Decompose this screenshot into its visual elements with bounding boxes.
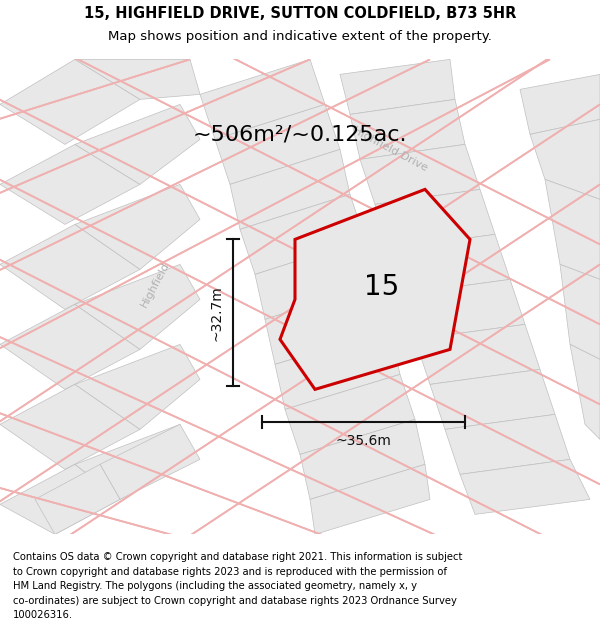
Text: 15: 15 xyxy=(364,273,399,301)
Polygon shape xyxy=(265,284,390,364)
Polygon shape xyxy=(280,189,470,389)
Polygon shape xyxy=(75,184,200,269)
Polygon shape xyxy=(0,464,120,534)
Polygon shape xyxy=(285,374,415,454)
Text: Map shows position and indicative extent of the property.: Map shows position and indicative extent… xyxy=(108,30,492,43)
Polygon shape xyxy=(75,344,200,429)
Polygon shape xyxy=(100,424,200,499)
Text: ~506m²/~0.125ac.: ~506m²/~0.125ac. xyxy=(193,124,407,144)
Polygon shape xyxy=(75,424,190,499)
Text: ~35.6m: ~35.6m xyxy=(335,434,391,448)
Polygon shape xyxy=(350,99,465,159)
Text: Highfield Drive: Highfield Drive xyxy=(351,126,429,173)
Polygon shape xyxy=(0,384,140,469)
Text: Highfield: Highfield xyxy=(139,260,171,309)
Text: 15, HIGHFIELD DRIVE, SUTTON COLDFIELD, B73 5HR: 15, HIGHFIELD DRIVE, SUTTON COLDFIELD, B… xyxy=(84,6,516,21)
Text: ~32.7m: ~32.7m xyxy=(209,285,223,341)
Polygon shape xyxy=(75,104,200,184)
Polygon shape xyxy=(385,234,510,294)
Polygon shape xyxy=(545,179,600,279)
Polygon shape xyxy=(445,414,570,474)
Polygon shape xyxy=(430,369,555,429)
Polygon shape xyxy=(275,329,400,409)
Polygon shape xyxy=(460,459,590,514)
Text: Contains OS data © Crown copyright and database right 2021. This information is : Contains OS data © Crown copyright and d… xyxy=(13,552,463,562)
Polygon shape xyxy=(360,144,480,204)
Polygon shape xyxy=(375,189,495,249)
Polygon shape xyxy=(240,194,365,274)
Polygon shape xyxy=(415,324,540,384)
Polygon shape xyxy=(340,59,455,114)
Polygon shape xyxy=(520,74,600,134)
Polygon shape xyxy=(215,104,340,184)
Polygon shape xyxy=(35,464,120,534)
Text: co-ordinates) are subject to Crown copyright and database rights 2023 Ordnance S: co-ordinates) are subject to Crown copyr… xyxy=(13,596,457,606)
Polygon shape xyxy=(75,59,200,99)
Polygon shape xyxy=(200,59,325,139)
Polygon shape xyxy=(230,149,350,229)
Text: 100026316.: 100026316. xyxy=(13,610,73,620)
Polygon shape xyxy=(300,419,425,499)
Polygon shape xyxy=(75,264,200,349)
Polygon shape xyxy=(530,119,600,199)
Polygon shape xyxy=(0,304,140,389)
Polygon shape xyxy=(0,224,140,309)
Polygon shape xyxy=(560,264,600,359)
Polygon shape xyxy=(310,464,430,534)
Polygon shape xyxy=(255,239,375,319)
Polygon shape xyxy=(570,344,600,439)
Polygon shape xyxy=(400,279,525,339)
Text: to Crown copyright and database rights 2023 and is reproduced with the permissio: to Crown copyright and database rights 2… xyxy=(13,567,447,577)
Polygon shape xyxy=(0,144,140,224)
Text: HM Land Registry. The polygons (including the associated geometry, namely x, y: HM Land Registry. The polygons (includin… xyxy=(13,581,417,591)
Polygon shape xyxy=(0,59,140,144)
